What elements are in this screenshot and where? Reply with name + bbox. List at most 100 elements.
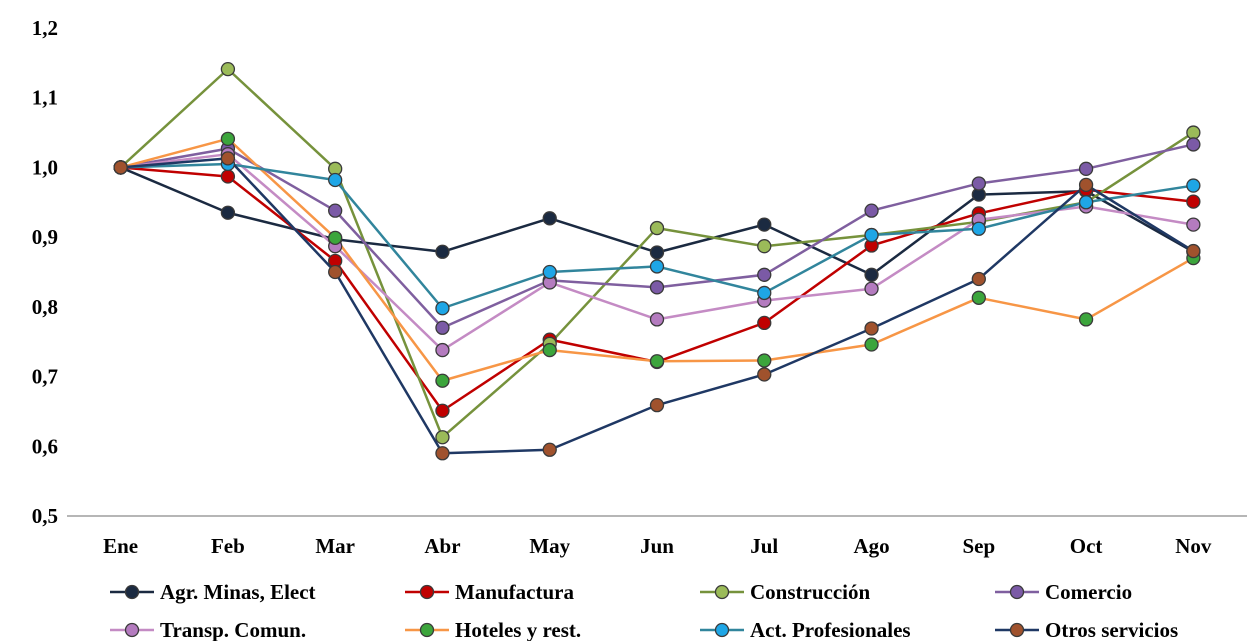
data-point [864,321,879,336]
data-point [864,281,879,296]
data-point [220,151,236,166]
legend-marker [1009,584,1025,600]
data-point [1078,161,1094,176]
series-layer [113,61,1201,461]
data-point [649,398,665,413]
data-point [757,315,772,331]
data-point [328,172,343,188]
data-point [542,442,557,457]
data-point [435,320,450,335]
data-point [435,301,450,316]
legend-label: Construcción [750,580,870,604]
legend-item: Construcción [700,580,870,604]
y-tick-label: 0,6 [32,434,58,458]
legend-marker [124,584,140,600]
data-point [649,259,665,274]
data-point [649,280,665,295]
data-point [542,342,557,358]
data-point [1186,217,1201,232]
data-point [435,244,450,259]
x-tick-label: Jun [640,534,674,558]
legend-item: Agr. Minas, Elect [110,580,316,604]
legend-marker [1009,622,1025,638]
legend: Agr. Minas, Elect Manufactura Construcción… [110,580,1178,641]
data-point [649,245,665,260]
data-point [1078,195,1094,210]
legend-item: Comercio [995,580,1132,604]
data-point [435,342,450,358]
series-markers [113,137,1201,335]
data-point [1186,194,1201,209]
data-point [971,176,986,191]
x-tick-label: May [529,534,570,558]
legend-label: Manufactura [455,580,574,604]
series-markers [113,151,1201,461]
data-point [435,446,450,461]
x-tick-label: Jul [750,534,778,558]
y-tick-label: 0,8 [32,295,58,319]
y-tick-label: 0,5 [32,504,58,528]
data-point [1186,137,1201,152]
legend-label: Comercio [1045,580,1132,604]
y-tick-label: 0,9 [32,225,58,249]
x-tick-label: Sep [962,534,995,558]
data-point [220,169,236,184]
data-point [649,312,665,327]
x-tick-label: Oct [1070,534,1103,558]
data-point [435,403,450,418]
data-point [971,271,986,287]
data-point [328,230,343,245]
series-markers [113,131,1201,388]
data-point [649,354,665,369]
legend-label: Act. Profesionales [750,618,911,641]
axes: 0,5 0,6 0,7 0,8 0,9 1,0 1,1 1,2 Ene Feb Mar Abr May J… [32,16,1247,558]
data-point [1078,177,1094,193]
data-point [1186,178,1201,193]
x-tick-label: Ene [103,534,138,558]
legend-item: Hoteles y rest. [405,618,581,641]
data-point [757,285,772,301]
data-point [542,264,557,280]
data-point [1078,312,1094,327]
y-tick-label: 0,7 [32,365,58,389]
legend-marker [124,622,140,638]
x-tick-label: Nov [1175,534,1212,558]
legend-marker [714,584,730,600]
series-markers [113,156,1201,316]
data-point [757,239,772,254]
legend-label: Hoteles y rest. [455,618,581,641]
legend-item: Manufactura [405,580,574,604]
x-tick-label: Mar [315,534,355,558]
data-point [220,205,236,220]
y-tick-label: 1,2 [32,16,58,40]
data-point [220,61,236,77]
x-tick-label: Feb [211,534,245,558]
y-tick-label: 1,1 [32,86,58,110]
legend-item: Act. Profesionales [700,618,911,641]
x-tick-label: Abr [424,534,460,558]
data-point [864,227,879,243]
legend-label: Otros servicios [1045,618,1178,641]
data-point [1186,243,1201,259]
data-point [542,211,557,226]
data-point [435,373,450,388]
legend-marker [419,584,435,600]
legend-item: Transp. Comun. [110,618,306,641]
data-point [757,267,772,282]
data-point [328,203,343,218]
data-point [971,290,986,305]
data-point [971,221,986,236]
data-point [757,353,772,368]
legend-item: Otros servicios [995,618,1178,641]
legend-label: Transp. Comun. [160,618,306,641]
data-point [864,267,879,282]
legend-marker [714,622,730,638]
data-point [113,160,128,175]
x-tick-label: Ago [853,534,889,558]
data-point [328,264,343,280]
data-point [864,337,879,352]
y-tick-label: 1,0 [32,155,58,179]
data-point [649,220,665,236]
legend-marker [419,622,435,638]
